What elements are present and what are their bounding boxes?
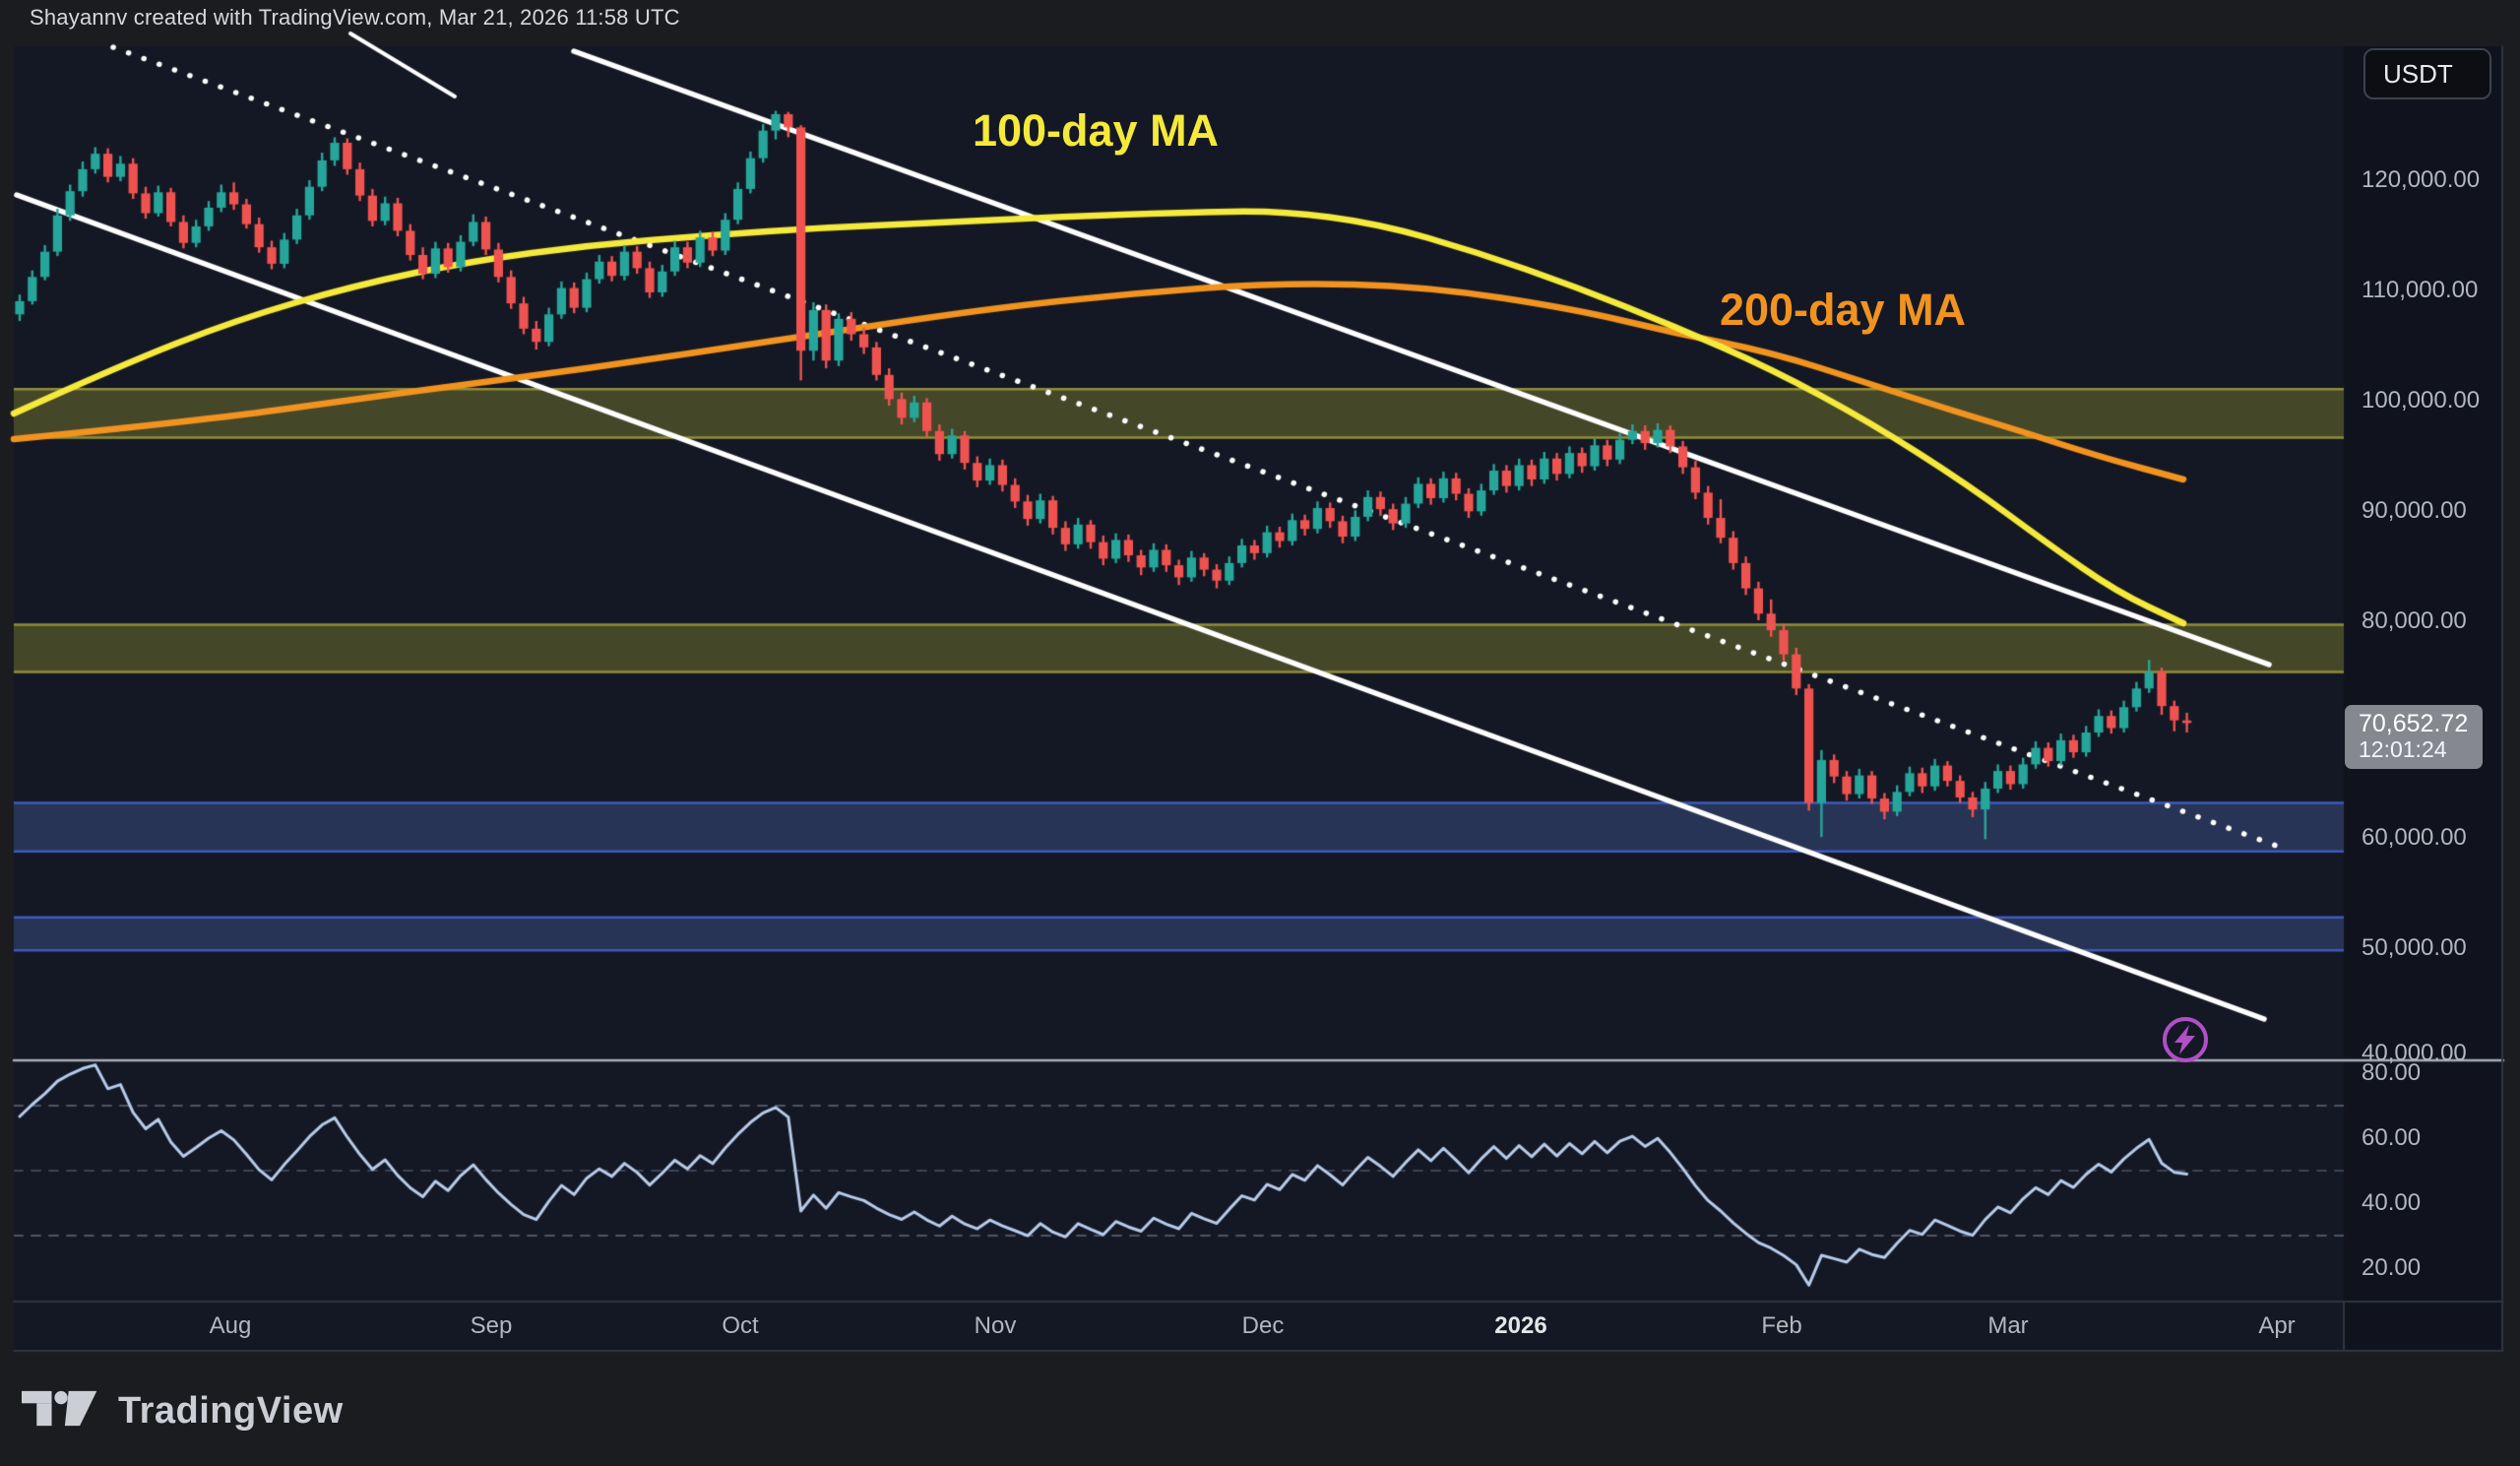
time-tick: Oct [722, 1312, 759, 1339]
axis-tick: 40,000.00 [2362, 1040, 2467, 1066]
axis-tick: 60,000.00 [2362, 824, 2467, 851]
lightning-icon[interactable] [2160, 1014, 2211, 1065]
axis-tick: 80,000.00 [2362, 607, 2467, 634]
last-price-value: 70,652.72 [2359, 710, 2469, 737]
tradingview-logo[interactable]: TradingView [22, 1383, 344, 1438]
last-price-time: 12:01:24 [2359, 736, 2447, 762]
time-axis[interactable]: Aug Sep Oct Nov Dec 2026 Feb Mar Apr [14, 1302, 2344, 1351]
axis-tick: 80.00 [2362, 1059, 2422, 1086]
axis-tick: 120,000.00 [2362, 166, 2481, 193]
axis-tick: 50,000.00 [2362, 934, 2467, 961]
time-tick: Dec [1241, 1312, 1285, 1339]
axis-tick: 40.00 [2362, 1189, 2422, 1216]
axis-tick: 60.00 [2362, 1124, 2422, 1151]
tradingview-logo-text: TradingView [118, 1389, 344, 1432]
time-tick: Nov [974, 1312, 1017, 1339]
symbol-badge[interactable]: USDT [2363, 48, 2491, 99]
time-tick: Aug [209, 1312, 252, 1339]
time-tick: Feb [1761, 1312, 1802, 1339]
ma200-label[interactable]: 200-day MA [1719, 285, 1967, 335]
time-tick: Apr [2258, 1312, 2296, 1339]
axis-tick: 90,000.00 [2362, 497, 2467, 524]
time-tick: 2026 [1494, 1312, 1547, 1339]
time-tick: Sep [470, 1312, 513, 1339]
header-title: Shayannv created with TradingView.com, M… [30, 5, 680, 30]
axis-tick: 110,000.00 [2362, 277, 2479, 303]
axis-tick: 100,000.00 [2362, 387, 2481, 414]
ma100-label[interactable]: 100-day MA [972, 105, 1220, 156]
last-price-tag: 70,652.72 12:01:24 [2345, 705, 2483, 769]
tradingview-logo-icon [22, 1390, 102, 1433]
axis-tick: 20.00 [2362, 1254, 2422, 1281]
time-tick: Mar [1987, 1312, 2029, 1339]
price-axis[interactable]: 120,000.00 110,000.00 100,000.00 90,000.00 8… [2344, 46, 2503, 1302]
